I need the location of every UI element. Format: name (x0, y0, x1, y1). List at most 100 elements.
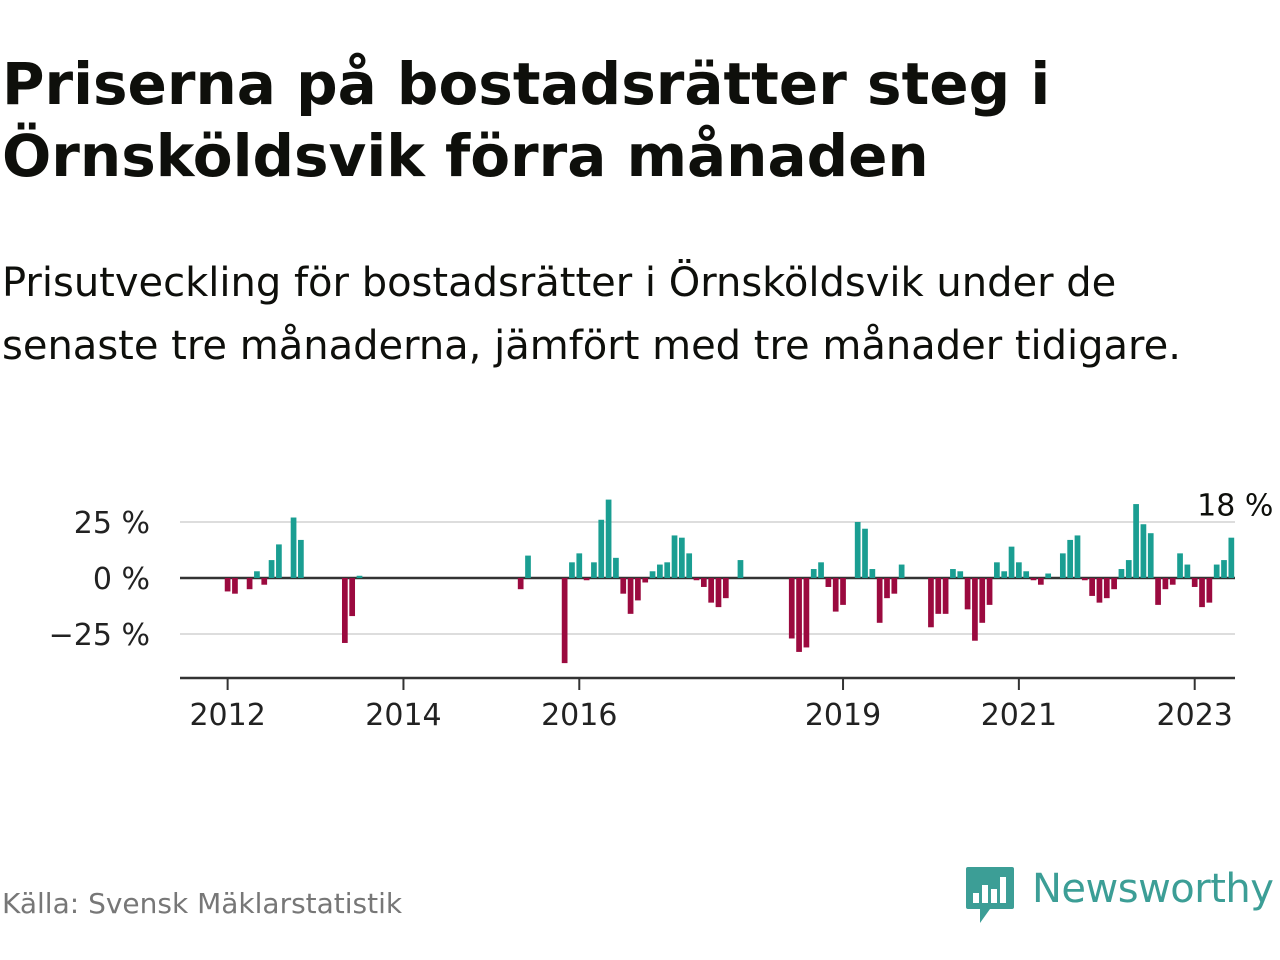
bar (825, 578, 832, 587)
bar (1133, 504, 1139, 578)
bar (1001, 571, 1008, 578)
bar (722, 578, 729, 599)
bar (700, 578, 707, 587)
bar (525, 555, 531, 578)
y-axis: 25 % 0 % −25 % (49, 506, 150, 653)
bar (1118, 569, 1125, 578)
x-tick-label: 2016 (541, 698, 617, 733)
bar (268, 560, 275, 578)
bar (232, 578, 238, 594)
bar (671, 535, 678, 578)
bar (620, 578, 627, 594)
bar (1147, 533, 1154, 578)
bar (818, 562, 824, 578)
bar (298, 539, 304, 578)
x-tick-label: 2019 (805, 698, 881, 733)
y-tick-label: −25 % (49, 618, 150, 653)
bar (1081, 578, 1088, 581)
bar (1221, 560, 1227, 578)
bar (679, 537, 685, 578)
bar (517, 578, 524, 590)
bar (1228, 537, 1235, 578)
bar (898, 564, 905, 578)
bar (1155, 578, 1161, 605)
bar (979, 578, 986, 623)
bar (693, 578, 700, 581)
bar-chart-logo-icon (966, 867, 1014, 923)
bars (224, 499, 1235, 664)
y-tick-label: 25 % (74, 506, 150, 541)
bar (261, 578, 268, 585)
bar (224, 578, 231, 592)
last-value-label: 18 % (1197, 489, 1273, 524)
bar (1096, 578, 1103, 603)
chart-title: Priserna på bostadsrätter steg i Örnsköl… (2, 50, 1051, 190)
logo-text: Newsworthy (1032, 866, 1274, 912)
bar (1030, 578, 1037, 581)
bar (591, 562, 597, 578)
bar (246, 578, 253, 590)
bar (986, 578, 993, 605)
bar (737, 560, 744, 578)
bar (1169, 578, 1176, 585)
bar (803, 578, 810, 648)
bar (1103, 578, 1110, 599)
source-note: Källa: Svensk Mäklarstatistik (2, 887, 403, 920)
bar (635, 578, 641, 601)
bar (561, 578, 568, 664)
bar (1074, 535, 1081, 578)
chart-subtitle: Prisutveckling för bostadsrätter i Örnsk… (2, 260, 1181, 369)
bar (708, 578, 715, 603)
bar (957, 571, 964, 578)
bar (1184, 564, 1191, 578)
bar-chart: 25 % 0 % −25 % 2012 2014 2016 2019 2021 2023 18… (49, 486, 1277, 733)
bar (613, 557, 619, 578)
gridlines (180, 521, 1235, 635)
bar (1023, 571, 1030, 578)
bar (1111, 578, 1117, 590)
bar (715, 578, 722, 608)
bar (605, 499, 612, 578)
x-tick-label: 2012 (189, 698, 265, 733)
bar (642, 578, 649, 583)
bar (935, 578, 942, 614)
bar (1045, 573, 1052, 578)
bar (576, 553, 583, 578)
bar (349, 578, 356, 617)
bar (840, 578, 846, 605)
bar (788, 578, 795, 639)
bar (1206, 578, 1213, 603)
bar (796, 578, 802, 652)
y-tick-label: 0 % (93, 562, 150, 597)
bar (1059, 553, 1066, 578)
bar (1067, 539, 1074, 578)
bar (254, 571, 260, 578)
bar (1125, 560, 1132, 578)
bar (964, 578, 971, 610)
bar (664, 562, 671, 578)
bar (649, 571, 656, 578)
bar (1016, 562, 1022, 578)
newsworthy-logo: Newsworthy (964, 865, 1280, 925)
bar (854, 522, 861, 578)
bar (810, 569, 817, 578)
bar (884, 578, 890, 599)
bar (862, 528, 868, 578)
bar (627, 578, 634, 614)
bar (1037, 578, 1044, 585)
bar (569, 562, 575, 578)
bar (876, 578, 883, 623)
annotations: 18 % (1194, 486, 1276, 527)
bar (1177, 553, 1183, 578)
bar (1140, 524, 1147, 578)
bar (583, 578, 590, 581)
bar (1199, 578, 1205, 608)
x-axis: 2012 2014 2016 2019 2021 2023 (180, 676, 1235, 733)
x-tick-label: 2021 (981, 698, 1057, 733)
bar (832, 578, 839, 612)
bar (869, 569, 876, 578)
bar (994, 562, 1000, 578)
bar (950, 569, 956, 578)
bar (928, 578, 934, 628)
x-tick-label: 2014 (365, 698, 441, 733)
